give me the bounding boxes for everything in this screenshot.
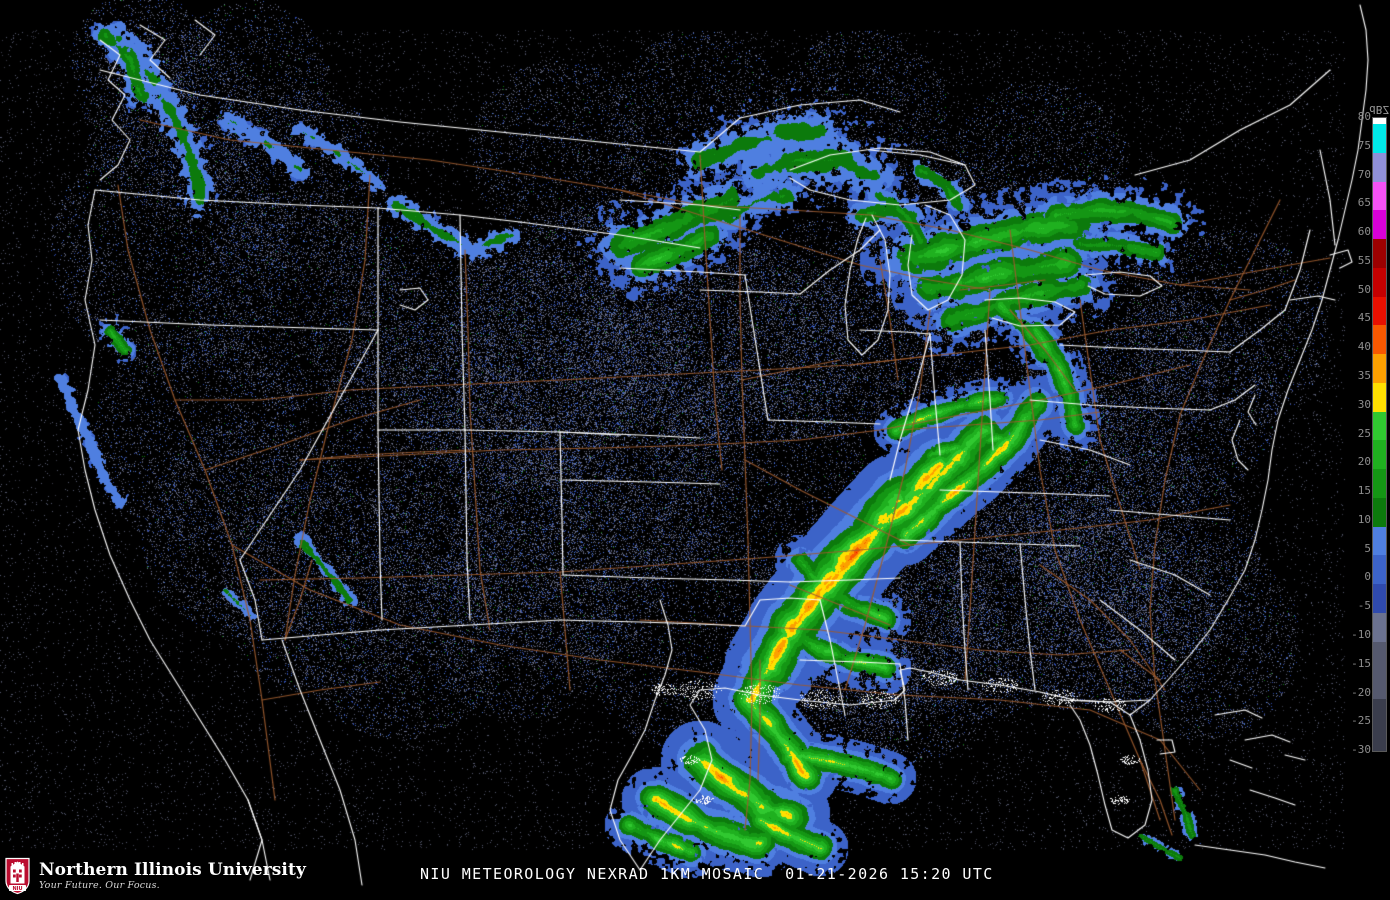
colorbar-band (1373, 411, 1386, 441)
colorbar-band (1373, 497, 1386, 527)
colorbar-band (1373, 181, 1386, 211)
colorbar-tick: 5 (1364, 541, 1371, 555)
colorbar-tick: -30 (1351, 743, 1371, 756)
colorbar-tick: 65 (1357, 196, 1371, 210)
colorbar-tick: 75 (1357, 138, 1371, 152)
colorbar-tick: 15 (1357, 484, 1371, 497)
university-name: Northern Illinois University (39, 860, 306, 880)
niu-branding-logo: NIU Northern Illinois University Your Fu… (4, 856, 306, 896)
colorbar-band (1373, 382, 1386, 412)
niu-shield-icon: NIU (5, 857, 30, 895)
colorbar-tick: 55 (1357, 253, 1371, 267)
colorbar-band (1373, 152, 1386, 182)
product-caption: NIU METEOROLOGY NEXRAD 1KM MOSAIC 01-21-… (420, 865, 994, 883)
colorbar-band (1373, 325, 1386, 355)
colorbar-band (1373, 210, 1386, 240)
colorbar-band (1373, 641, 1386, 700)
colorbar-tick: 25 (1357, 426, 1371, 440)
colorbar-band (1373, 469, 1386, 498)
colorbar-tick: 70 (1357, 167, 1371, 181)
colorbar-tick: 40 (1357, 340, 1371, 354)
colorbar-tick: 60 (1357, 225, 1371, 239)
colorbar-tick: 80 (1357, 110, 1371, 123)
colorbar-band (1373, 699, 1386, 751)
colorbar-tick: -20 (1351, 685, 1371, 699)
colorbar-tick: 30 (1357, 397, 1371, 411)
colorbar-tick: 45 (1357, 311, 1371, 325)
colorbar-tick: -5 (1357, 599, 1371, 613)
niu-wordmark: Northern Illinois University Your Future… (39, 860, 306, 892)
colorbar-gradient-strip (1372, 117, 1387, 752)
colorbar-tick: 50 (1357, 282, 1371, 296)
colorbar-band (1373, 296, 1386, 326)
colorbar-tick: 20 (1357, 455, 1371, 469)
colorbar-band (1373, 239, 1386, 268)
colorbar-tick: -25 (1351, 714, 1371, 728)
colorbar-band (1373, 613, 1386, 642)
colorbar-tick: 35 (1357, 369, 1371, 382)
colorbar-band (1373, 354, 1386, 383)
colorbar-band (1373, 526, 1386, 556)
colorbar-band (1373, 555, 1386, 585)
university-tagline: Your Future. Our Focus. (39, 880, 160, 891)
colorbar-tick: -15 (1351, 656, 1371, 670)
colorbar-band (1373, 124, 1386, 153)
colorbar-tick: 10 (1357, 512, 1371, 526)
colorbar-tick: -10 (1351, 627, 1371, 641)
reflectivity-colorbar: dBZ 80 75 70 65 60 55 50 45 40 35 30 25 20 15 10 5 0 -5 -1… (1351, 103, 1390, 766)
colorbar-unit-label: dBZ (1369, 103, 1389, 116)
colorbar-band (1373, 584, 1386, 614)
svg-text:NIU: NIU (12, 886, 22, 892)
colorbar-tick: 0 (1364, 570, 1371, 584)
colorbar-band (1373, 267, 1386, 297)
colorbar-band (1373, 440, 1386, 470)
colorbar-band (1373, 118, 1386, 124)
colorbar-tick-labels: 80 75 70 65 60 55 50 45 40 35 30 25 20 15 10 5 0 -5 -10 -15… (1351, 104, 1372, 766)
